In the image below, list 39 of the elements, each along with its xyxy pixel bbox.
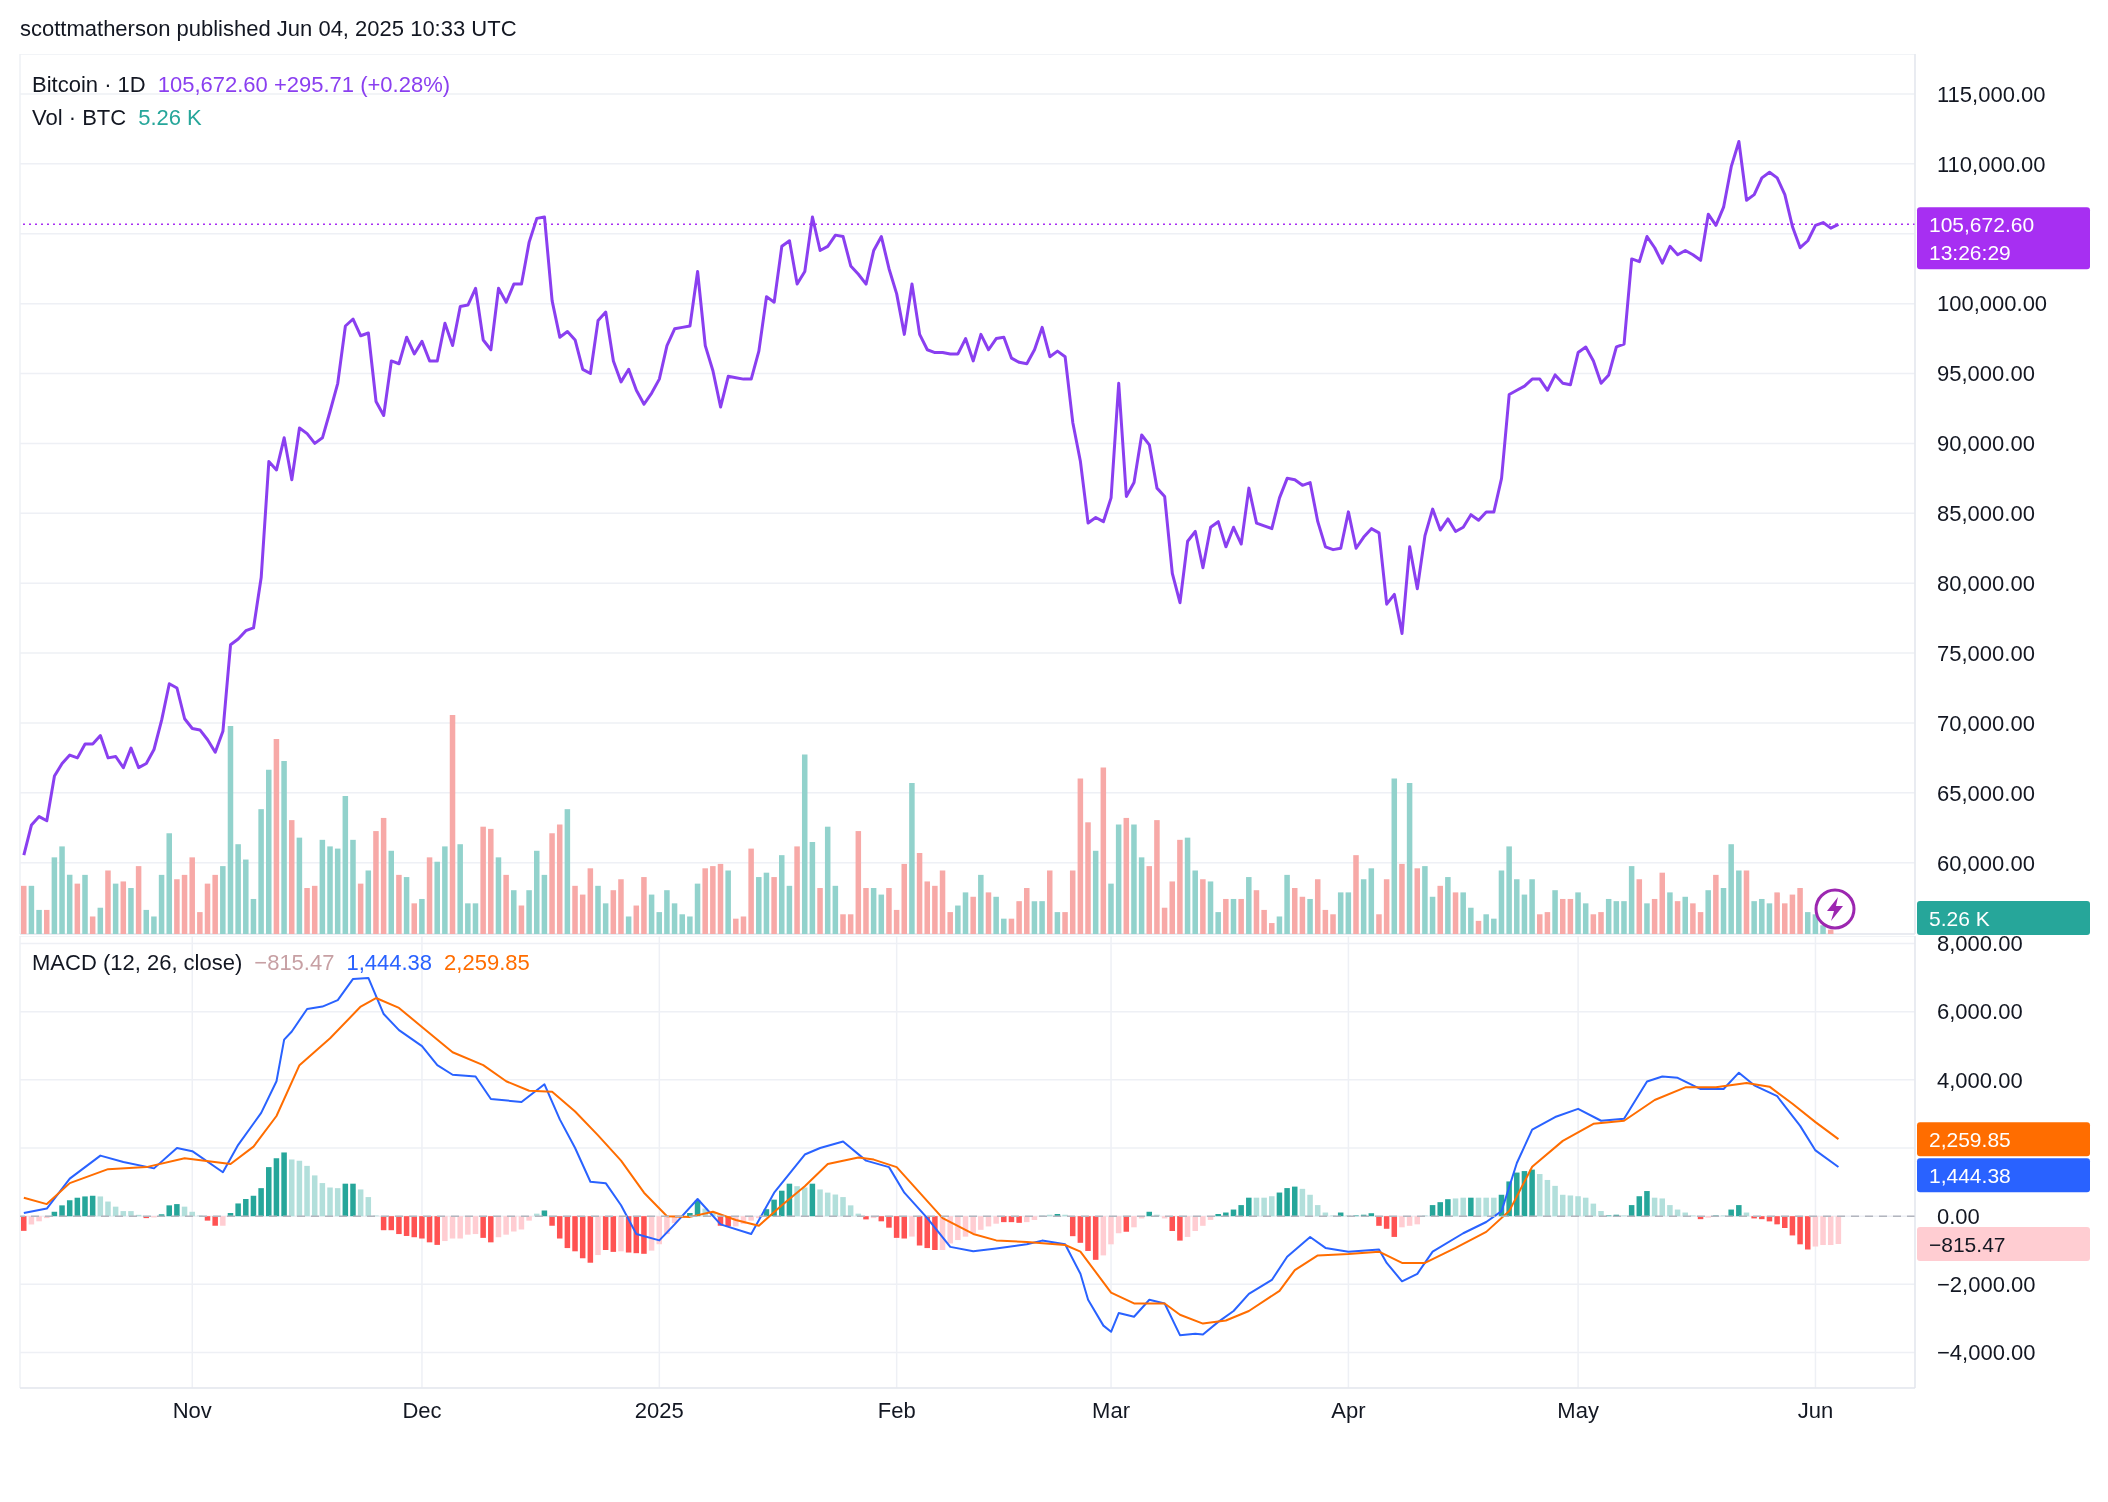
text: scottmatherson published Jun 04, 2025 10:33 UTC — [20, 16, 517, 42]
x-tick-label: Jun — [1797, 1397, 1834, 1423]
y-tick-label: 65,000.00 — [1937, 780, 2035, 806]
y-tick-label: 6,000.00 — [1937, 999, 2023, 1025]
x-tick-label: May — [1557, 1397, 1599, 1423]
annotation: −815.47 — [254, 950, 335, 976]
y-tick-label: 110,000.00 — [1937, 151, 2046, 177]
text: 5.26 K — [1929, 907, 1990, 930]
y-tick-label: 0.00 — [1937, 1204, 1980, 1230]
y-tick-label: −4,000.00 — [1937, 1340, 2036, 1366]
chart-title: Vol · BTC — [32, 105, 127, 131]
y-tick-label: 60,000.00 — [1937, 850, 2035, 876]
y-tick-label: 85,000.00 — [1937, 501, 2035, 527]
text: Bitcoin · 1D — [32, 72, 146, 98]
text: 2,259.85 — [1929, 1128, 2011, 1152]
text: 1,444.38 — [1929, 1164, 2011, 1188]
y-tick-label: 90,000.00 — [1937, 431, 2035, 457]
x-tick-label: Mar — [1092, 1397, 1131, 1423]
annotation: 1,444.38 — [346, 950, 433, 976]
x-tick-label: Nov — [172, 1397, 212, 1423]
y-tick-label: 100,000.00 — [1937, 291, 2048, 317]
y-tick-label: −2,000.00 — [1937, 1272, 2036, 1298]
x-tick-label: 2025 — [634, 1397, 684, 1423]
text: −815.47 — [1929, 1233, 2006, 1256]
y-tick-label: 8,000.00 — [1937, 931, 2023, 957]
y-tick-label: 75,000.00 — [1937, 640, 2035, 666]
y-tick-label: 95,000.00 — [1937, 361, 2035, 387]
annotation: 2,259.85 — [444, 950, 530, 976]
x-tick-label: Apr — [1331, 1397, 1366, 1423]
y-tick-label: 70,000.00 — [1937, 710, 2035, 736]
text: 105,672.60 +295.71 (+0.28%) — [157, 72, 451, 98]
x-tick-label: Dec — [402, 1397, 442, 1423]
y-tick-label: 115,000.00 — [1937, 81, 2046, 107]
chart-subtitle: 5.26 K — [138, 105, 202, 131]
text: MACD (12, 26, close) — [32, 950, 243, 976]
x-tick-label: Feb — [877, 1397, 916, 1423]
ref-line-label: 105,672.60 13:26:29 — [1929, 213, 2035, 265]
y-tick-label: 80,000.00 — [1937, 570, 2035, 596]
y-tick-label: 4,000.00 — [1937, 1067, 2023, 1093]
